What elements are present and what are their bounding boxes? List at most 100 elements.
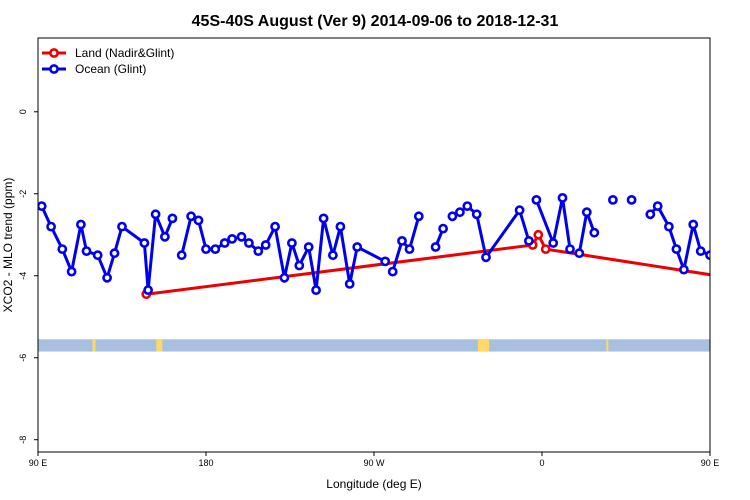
data-point xyxy=(303,242,314,252)
data-point xyxy=(46,221,56,232)
data-point xyxy=(471,209,482,220)
data-point xyxy=(481,252,491,263)
data-point xyxy=(201,244,211,254)
data-point xyxy=(589,227,600,238)
data-point xyxy=(66,266,77,277)
x-tick-label: 90 E xyxy=(29,458,48,468)
data-point xyxy=(327,250,338,261)
data-point xyxy=(253,246,264,256)
data-point xyxy=(447,211,458,222)
data-point xyxy=(318,213,329,224)
data-point xyxy=(311,285,321,295)
series-points xyxy=(38,192,736,300)
land-patch xyxy=(156,339,163,352)
x-tick-label: 90 W xyxy=(363,458,385,468)
data-point xyxy=(462,201,473,211)
data-point xyxy=(574,248,585,259)
data-point xyxy=(227,233,237,244)
land-patch xyxy=(606,339,609,352)
data-point xyxy=(413,211,424,222)
data-point xyxy=(533,229,544,240)
legend-label: Land (Nadir&Glint) xyxy=(75,46,174,60)
data-point xyxy=(714,274,721,281)
data-point xyxy=(286,238,297,248)
data-point xyxy=(150,209,161,220)
data-point xyxy=(514,205,525,216)
data-point xyxy=(679,264,689,275)
land-patch xyxy=(477,339,483,352)
data-point xyxy=(236,231,247,242)
data-point xyxy=(380,256,391,267)
y-tick-label: -2 xyxy=(18,190,28,198)
x-axis-ticks: 90 E 180 90 W 0 90 E xyxy=(29,452,720,468)
data-point xyxy=(143,285,153,295)
x-axis-label: Longitude (deg E) xyxy=(326,477,421,491)
data-point xyxy=(159,231,170,242)
plot-frame xyxy=(37,37,711,453)
land-patch xyxy=(481,339,490,352)
data-point xyxy=(210,244,221,254)
data-point xyxy=(626,194,637,205)
data-point xyxy=(92,250,103,261)
legend: Land (Nadir&Glint) Ocean (Glint) xyxy=(42,46,174,76)
y-tick-label: -4 xyxy=(18,272,28,280)
y-axis-label: XCO2 - MLO trend (ppm) xyxy=(1,178,15,313)
series-line xyxy=(146,233,710,296)
data-point xyxy=(705,250,710,261)
data-point xyxy=(344,278,355,289)
x-tick-label: 90 E xyxy=(701,458,720,468)
y-tick-label: -6 xyxy=(18,354,28,362)
legend-marker xyxy=(49,48,59,58)
data-point xyxy=(397,235,407,246)
data-point xyxy=(438,223,448,234)
x-tick-label: 180 xyxy=(198,458,213,468)
data-point xyxy=(186,211,196,222)
chart-title: 45S-40S August (Ver 9) 2014-09-06 to 201… xyxy=(192,13,559,30)
data-point xyxy=(652,201,663,211)
land-patch xyxy=(737,339,740,351)
data-point xyxy=(139,238,150,248)
series-line xyxy=(391,215,421,273)
data-point xyxy=(581,207,592,218)
data-point xyxy=(76,219,86,230)
data-point xyxy=(557,192,568,203)
data-point xyxy=(219,238,230,248)
series-line xyxy=(535,196,572,250)
data-point xyxy=(57,244,68,254)
y-axis-ticks: 0 -2 -4 -6 -8 xyxy=(18,109,38,444)
data-point xyxy=(430,242,441,252)
data-point xyxy=(695,246,706,256)
ocean-band xyxy=(38,339,710,352)
data-point xyxy=(548,238,559,248)
series-line xyxy=(649,204,710,272)
surface-band xyxy=(38,339,740,352)
x-tick-label: 0 xyxy=(539,458,544,468)
data-point xyxy=(243,238,254,248)
data-point xyxy=(721,250,728,257)
data-point xyxy=(193,215,204,226)
data-point xyxy=(454,207,465,218)
data-point xyxy=(387,266,398,277)
data-point xyxy=(404,244,415,254)
data-point xyxy=(176,250,187,261)
data-point xyxy=(645,209,656,220)
data-point xyxy=(664,221,674,232)
data-point xyxy=(81,246,92,256)
data-point xyxy=(279,272,290,283)
data-point xyxy=(524,235,534,246)
data-point xyxy=(294,260,305,271)
data-point xyxy=(38,201,47,211)
data-point xyxy=(729,223,736,230)
data-point xyxy=(102,272,112,283)
data-point xyxy=(109,248,120,259)
data-point xyxy=(352,242,363,252)
legend-marker xyxy=(49,64,59,74)
legend-label: Ocean (Glint) xyxy=(75,62,146,76)
data-point xyxy=(671,244,682,254)
data-point xyxy=(688,219,699,230)
data-point xyxy=(270,221,280,232)
land-patch xyxy=(92,339,96,352)
data-point xyxy=(565,244,575,254)
y-tick-label: -8 xyxy=(18,436,28,444)
